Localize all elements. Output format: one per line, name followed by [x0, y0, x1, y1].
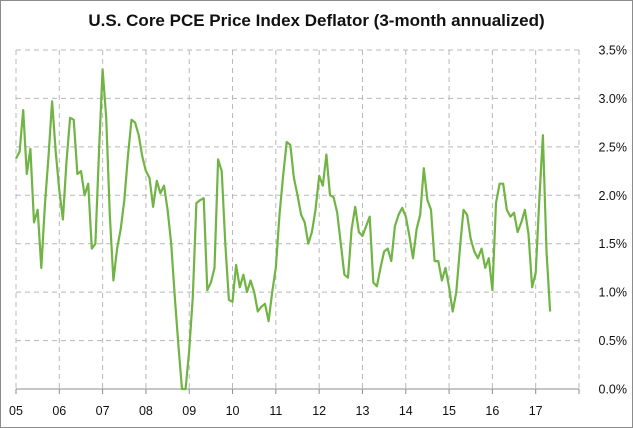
x-tick-label: 06	[52, 404, 66, 418]
chart-title: U.S. Core PCE Price Index Deflator (3-mo…	[88, 11, 545, 30]
y-axis: 0.0% 0.5% 1.0% 1.5% 2.0% 2.5% 3.0% 3.5%	[599, 44, 628, 397]
y-tick-label: 0.5%	[599, 334, 628, 348]
x-tick-label: 14	[399, 404, 413, 418]
x-tick-label: 13	[356, 404, 370, 418]
y-tick-label: 0.0%	[599, 383, 628, 397]
y-tick-label: 3.5%	[599, 44, 628, 58]
x-tick-label: 09	[182, 404, 196, 418]
y-tick-label: 2.5%	[599, 140, 628, 154]
y-tick-label: 2.0%	[599, 189, 628, 203]
series-group	[15, 68, 552, 391]
x-tick-label: 10	[226, 404, 240, 418]
x-axis	[15, 388, 580, 394]
x-tick-label: 17	[529, 404, 543, 418]
x-tick-label: 12	[312, 404, 326, 418]
y-tick-label: 1.5%	[599, 237, 628, 251]
x-tick-label: 08	[139, 404, 153, 418]
y-tick-label: 1.0%	[599, 286, 628, 300]
x-tick-label: 16	[485, 404, 499, 418]
x-tick-label: 11	[269, 404, 282, 418]
x-tick-labels: 05 06 07 08 09 10 11 12 13 14 15 16 17	[9, 404, 543, 418]
x-tick-label: 15	[442, 404, 456, 418]
series-line	[15, 68, 552, 391]
x-tick-label: 05	[9, 404, 23, 418]
x-tick-label: 07	[96, 404, 110, 418]
y-tick-label: 3.0%	[599, 92, 628, 106]
